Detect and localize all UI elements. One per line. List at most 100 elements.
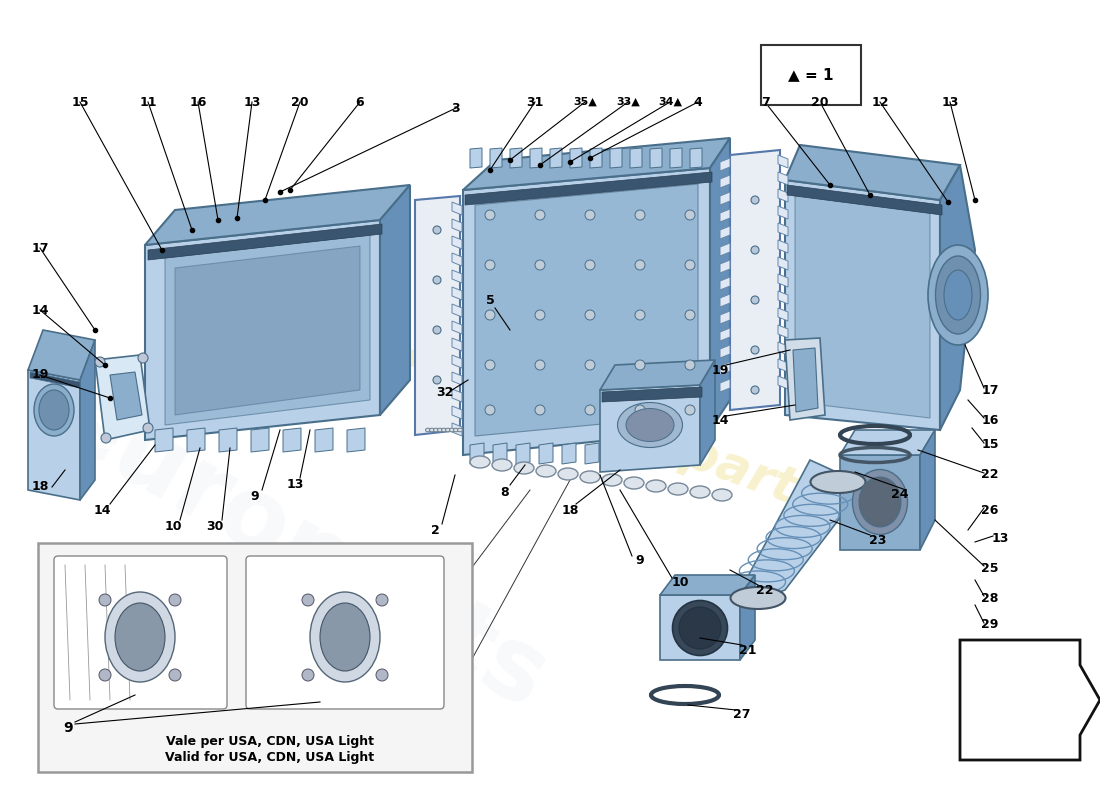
Polygon shape <box>452 338 462 351</box>
Circle shape <box>685 260 695 270</box>
Polygon shape <box>720 328 730 341</box>
Circle shape <box>535 360 544 370</box>
Polygon shape <box>720 277 730 290</box>
Ellipse shape <box>852 470 907 534</box>
Text: 2: 2 <box>430 523 439 537</box>
Polygon shape <box>778 274 788 287</box>
Circle shape <box>485 310 495 320</box>
Polygon shape <box>778 325 788 338</box>
FancyBboxPatch shape <box>246 556 444 709</box>
Polygon shape <box>187 428 205 452</box>
Circle shape <box>99 669 111 681</box>
Polygon shape <box>415 196 460 435</box>
Ellipse shape <box>450 428 454 432</box>
Polygon shape <box>145 185 410 245</box>
Polygon shape <box>778 376 788 389</box>
Polygon shape <box>155 428 173 452</box>
Ellipse shape <box>672 601 727 655</box>
Polygon shape <box>720 209 730 222</box>
Circle shape <box>585 260 595 270</box>
Text: 18: 18 <box>31 481 48 494</box>
Polygon shape <box>562 443 576 464</box>
Ellipse shape <box>730 587 785 609</box>
Polygon shape <box>452 423 462 436</box>
Ellipse shape <box>320 603 370 671</box>
Circle shape <box>685 360 695 370</box>
Ellipse shape <box>617 402 682 447</box>
Ellipse shape <box>536 465 556 477</box>
Polygon shape <box>730 460 865 610</box>
Circle shape <box>685 210 695 220</box>
Polygon shape <box>30 372 80 388</box>
Polygon shape <box>510 148 522 168</box>
Text: 10: 10 <box>671 575 689 589</box>
Circle shape <box>99 594 111 606</box>
Polygon shape <box>463 168 710 455</box>
Polygon shape <box>778 342 788 355</box>
Polygon shape <box>590 148 602 168</box>
Circle shape <box>751 346 759 354</box>
Text: 5: 5 <box>485 294 494 306</box>
Text: 34▲: 34▲ <box>658 97 682 107</box>
Text: 7: 7 <box>760 95 769 109</box>
Ellipse shape <box>859 477 901 527</box>
Circle shape <box>535 405 544 415</box>
Polygon shape <box>631 443 645 464</box>
Circle shape <box>433 376 441 384</box>
Circle shape <box>376 594 388 606</box>
Text: 14: 14 <box>94 503 111 517</box>
Polygon shape <box>283 428 301 452</box>
Text: Valid for USA, CDN, USA Light: Valid for USA, CDN, USA Light <box>165 751 375 765</box>
Polygon shape <box>720 243 730 256</box>
Polygon shape <box>600 360 715 390</box>
Circle shape <box>485 405 495 415</box>
Text: 24: 24 <box>891 489 909 502</box>
Polygon shape <box>778 291 788 304</box>
Polygon shape <box>550 148 562 168</box>
Circle shape <box>376 669 388 681</box>
Circle shape <box>101 433 111 443</box>
Polygon shape <box>610 148 621 168</box>
Text: 9: 9 <box>63 721 73 735</box>
Circle shape <box>751 386 759 394</box>
Polygon shape <box>315 428 333 452</box>
Ellipse shape <box>928 245 988 345</box>
Text: 13: 13 <box>243 95 261 109</box>
Text: 13: 13 <box>286 478 304 491</box>
Text: 29: 29 <box>981 618 999 631</box>
Polygon shape <box>778 206 788 219</box>
Ellipse shape <box>646 480 666 492</box>
Text: 22: 22 <box>981 469 999 482</box>
Text: 10: 10 <box>164 521 182 534</box>
Text: 9: 9 <box>636 554 645 566</box>
Polygon shape <box>470 148 482 168</box>
Polygon shape <box>475 184 698 436</box>
Polygon shape <box>720 345 730 358</box>
Polygon shape <box>778 257 788 270</box>
Ellipse shape <box>429 428 434 432</box>
Text: 13: 13 <box>991 531 1009 545</box>
Ellipse shape <box>580 471 600 483</box>
Polygon shape <box>720 362 730 375</box>
Polygon shape <box>452 372 462 385</box>
Ellipse shape <box>310 592 380 682</box>
Polygon shape <box>452 202 462 215</box>
Polygon shape <box>165 235 370 425</box>
Circle shape <box>485 260 495 270</box>
Circle shape <box>95 357 104 367</box>
Polygon shape <box>379 185 410 415</box>
Polygon shape <box>630 148 642 168</box>
Text: 14: 14 <box>712 414 728 426</box>
Polygon shape <box>452 270 462 283</box>
Text: 16: 16 <box>189 95 207 109</box>
Polygon shape <box>602 387 702 402</box>
Circle shape <box>485 360 495 370</box>
Polygon shape <box>720 260 730 273</box>
Ellipse shape <box>453 428 459 432</box>
Polygon shape <box>840 430 935 455</box>
Text: Vale per USA, CDN, USA Light: Vale per USA, CDN, USA Light <box>166 735 374 749</box>
Text: 23: 23 <box>869 534 887 546</box>
Polygon shape <box>778 223 788 236</box>
Polygon shape <box>720 294 730 307</box>
Polygon shape <box>470 443 484 464</box>
